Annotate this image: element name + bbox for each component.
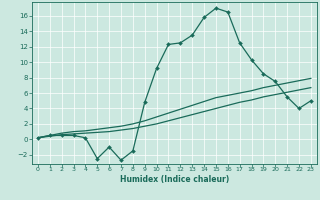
X-axis label: Humidex (Indice chaleur): Humidex (Indice chaleur) xyxy=(120,175,229,184)
